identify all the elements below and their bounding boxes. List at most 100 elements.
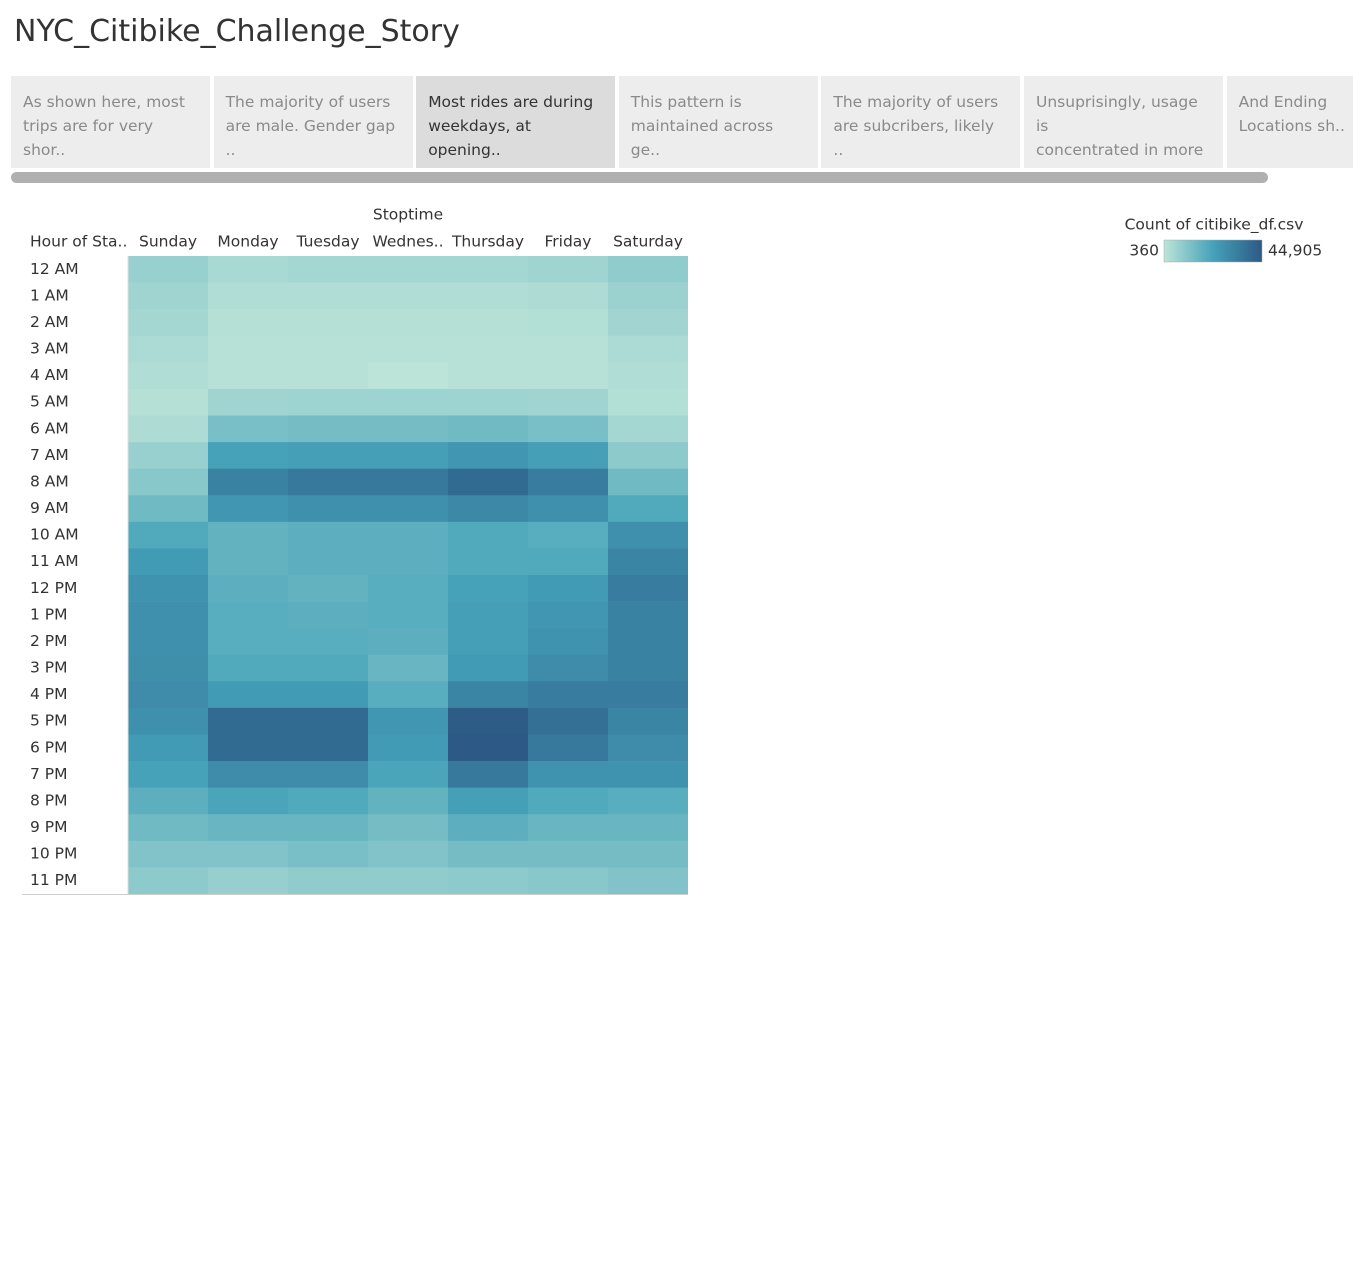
- heat-cell: [448, 867, 528, 895]
- heat-cell: [128, 761, 208, 788]
- heat-cell: [128, 787, 208, 815]
- story-tab[interactable]: Most rides are during weekdays, at openi…: [416, 76, 616, 168]
- row-label: 12 PM: [30, 579, 77, 597]
- heat-cell: [208, 814, 288, 842]
- column-label: Tuesday: [295, 233, 359, 251]
- heat-cell: [368, 388, 448, 416]
- heat-cell: [368, 468, 448, 496]
- heat-cell: [288, 575, 368, 602]
- heat-cell: [448, 388, 528, 416]
- heat-cell: [128, 468, 208, 496]
- story-tab[interactable]: This pattern is maintained across ge..: [618, 76, 818, 168]
- row-label: 9 AM: [30, 499, 69, 517]
- heat-cell: [528, 468, 608, 496]
- heat-cell: [208, 415, 288, 443]
- heat-cell: [368, 442, 448, 469]
- heat-cell: [288, 628, 368, 656]
- scrollbar[interactable]: [11, 172, 1268, 183]
- heat-cell: [128, 415, 208, 443]
- heat-cell: [288, 256, 368, 283]
- heat-cell: [448, 681, 528, 709]
- heat-cell: [608, 468, 688, 496]
- heat-cell: [288, 761, 368, 788]
- heat-cell: [288, 362, 368, 390]
- heat-cell: [528, 442, 608, 469]
- heat-cell: [608, 628, 688, 656]
- heat-cell: [208, 282, 288, 310]
- column-label: Monday: [217, 233, 278, 251]
- story-title: NYC_Citibike_Challenge_Story: [14, 14, 460, 49]
- heat-cell: [368, 256, 448, 283]
- heat-cell: [128, 840, 208, 868]
- heat-cell: [528, 309, 608, 337]
- row-label: 9 PM: [30, 818, 68, 836]
- heat-cell: [288, 309, 368, 337]
- heat-cell: [608, 814, 688, 842]
- heat-cell: [208, 388, 288, 416]
- color-bar: [1163, 239, 1263, 263]
- heat-cell: [528, 415, 608, 443]
- heat-cell: [528, 282, 608, 310]
- row-label: 1 AM: [30, 286, 69, 304]
- row-label: 7 AM: [30, 446, 69, 464]
- heat-cell: [448, 335, 528, 363]
- heat-cell: [368, 654, 448, 682]
- heat-cell: [608, 654, 688, 682]
- heat-cell: [128, 442, 208, 469]
- heat-cell: [608, 681, 688, 709]
- heat-cell: [448, 575, 528, 602]
- heat-cell: [448, 442, 528, 469]
- heat-cell: [368, 707, 448, 735]
- story-tab[interactable]: The majority of users are subcribers, li…: [821, 76, 1021, 168]
- heat-cell: [608, 840, 688, 868]
- heat-cell: [128, 256, 208, 283]
- heat-cell: [128, 601, 208, 629]
- heat-cell: [288, 734, 368, 762]
- row-label: 3 PM: [30, 659, 68, 677]
- heat-cell: [528, 734, 608, 762]
- y-axis-title: Hour of Sta..: [30, 233, 127, 251]
- heat-cell: [368, 309, 448, 337]
- heat-cell: [448, 495, 528, 523]
- heat-cell: [208, 362, 288, 390]
- heat-cell: [288, 787, 368, 815]
- heat-cell: [608, 309, 688, 337]
- column-label: Sunday: [139, 233, 197, 251]
- heat-cell: [208, 495, 288, 523]
- story-tab[interactable]: As shown here, most trips are for very s…: [11, 76, 210, 168]
- heat-cell: [448, 654, 528, 682]
- row-label: 8 PM: [30, 791, 68, 809]
- heat-cell: [528, 654, 608, 682]
- heat-cell: [608, 601, 688, 629]
- heat-cell: [128, 654, 208, 682]
- heat-cell: [128, 628, 208, 656]
- legend-tick-label: 360: [1129, 242, 1159, 260]
- row-label: 5 AM: [30, 393, 69, 411]
- heat-cell: [128, 707, 208, 735]
- heat-cell: [528, 548, 608, 576]
- heat-cell: [208, 575, 288, 602]
- heat-cell: [608, 761, 688, 788]
- story-tab[interactable]: And Ending Locations sh..: [1226, 76, 1353, 168]
- heat-cell: [448, 734, 528, 762]
- heat-cell: [208, 654, 288, 682]
- heat-cell: [448, 761, 528, 788]
- story-tab[interactable]: The majority of users are male. Gender g…: [213, 76, 413, 168]
- heat-cell: [448, 362, 528, 390]
- heat-cell: [208, 867, 288, 895]
- heat-cell: [368, 495, 448, 523]
- heat-cell: [208, 761, 288, 788]
- heat-cell: [608, 867, 688, 895]
- heat-cell: [128, 521, 208, 549]
- legend-title: Count of citibike_df.csv: [1125, 216, 1304, 235]
- heat-cell: [128, 575, 208, 602]
- heat-cell: [128, 867, 208, 895]
- heat-cell: [288, 707, 368, 735]
- heat-cell: [528, 575, 608, 602]
- heat-cell: [208, 521, 288, 549]
- heat-cell: [128, 388, 208, 416]
- story-tab[interactable]: Unsuprisingly, usage is concentrated in …: [1024, 76, 1223, 168]
- heat-cell: [528, 761, 608, 788]
- heat-cell: [608, 521, 688, 549]
